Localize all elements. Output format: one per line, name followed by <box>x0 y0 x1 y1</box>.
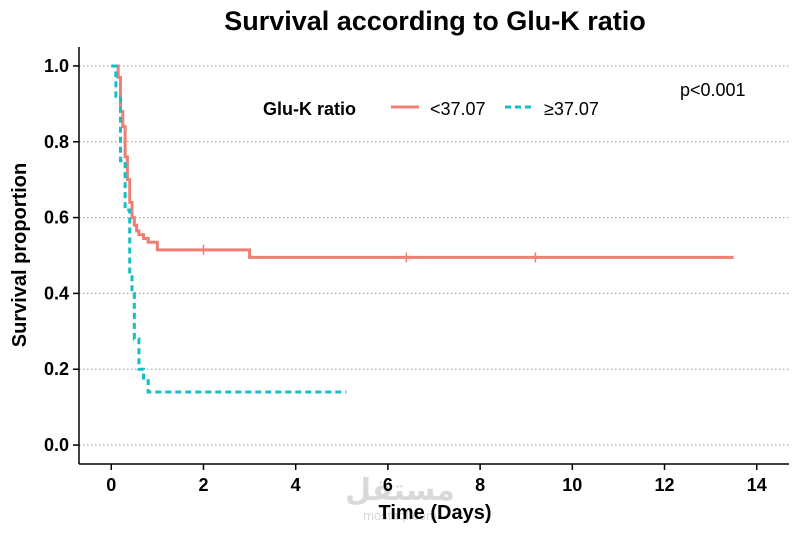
y-axis-title: Survival proportion <box>9 163 31 347</box>
y-tick-label-1: 0.2 <box>44 359 69 379</box>
legend-label-high: ≥37.07 <box>544 99 599 119</box>
watermark-url: mostaql.com <box>363 508 437 523</box>
legend: Glu-K ratio <37.07 ≥37.07 <box>263 99 599 119</box>
y-tick-label-0: 0.0 <box>44 435 69 455</box>
p-value-annotation: p<0.001 <box>680 80 746 100</box>
grid <box>79 65 789 446</box>
series-group <box>111 64 734 394</box>
x-axis-title: Time (Days) <box>378 502 491 524</box>
y-tick-label-4: 0.8 <box>44 132 69 152</box>
x-tick-label-3: 6 <box>383 475 393 495</box>
chart-title: Survival according to Glu-K ratio <box>224 6 646 36</box>
y-tick-label-5: 1.0 <box>44 56 69 76</box>
x-tick-label-6: 12 <box>655 475 675 495</box>
x-tick-label-0: 0 <box>106 475 116 495</box>
x-tick-label-5: 10 <box>562 475 582 495</box>
watermark-logo: مستقل <box>345 474 455 507</box>
series-line-0 <box>111 64 734 259</box>
series-line-1 <box>111 64 347 394</box>
x-tick-label-2: 4 <box>291 475 301 495</box>
axes: 0.0 0.2 0.4 0.6 0.8 1.0 0 2 4 6 8 10 12 14 <box>44 47 789 495</box>
legend-label-low: <37.07 <box>430 99 486 119</box>
x-tick-label-7: 14 <box>747 475 767 495</box>
x-tick-label-4: 8 <box>475 475 485 495</box>
y-tick-label-2: 0.4 <box>44 283 69 303</box>
y-tick-label-3: 0.6 <box>44 208 69 228</box>
x-tick-label-1: 2 <box>198 475 208 495</box>
legend-title: Glu-K ratio <box>263 99 356 119</box>
